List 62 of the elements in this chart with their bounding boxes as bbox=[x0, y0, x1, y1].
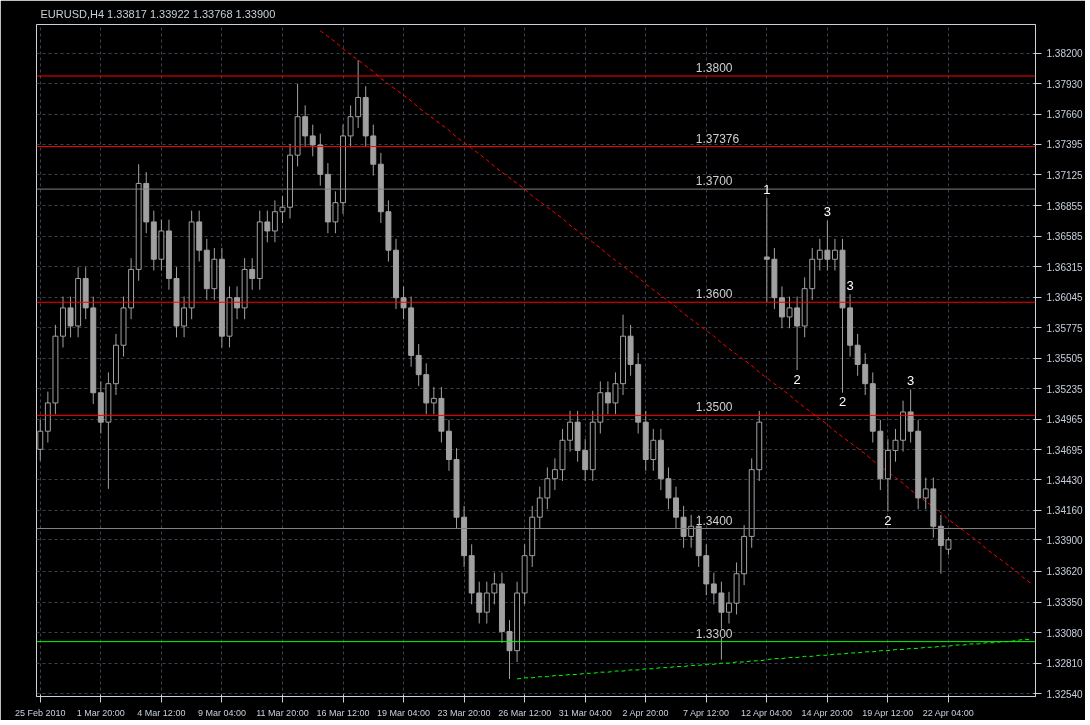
y-tick-label: 1.33620 bbox=[1046, 566, 1084, 578]
annotation: 2 bbox=[838, 394, 847, 410]
x-tick-label: 23 Mar 20:00 bbox=[437, 707, 491, 718]
y-tick-label: 1.36315 bbox=[1046, 261, 1084, 273]
candlestick bbox=[309, 124, 316, 157]
y-tick-label: 1.37125 bbox=[1046, 169, 1084, 181]
x-tick-label: 11 Mar 20:00 bbox=[256, 707, 309, 718]
x-tick-label: 1 Mar 20:00 bbox=[76, 707, 125, 718]
x-tick-label: 9 Mar 04:00 bbox=[197, 707, 246, 718]
y-tick-label: 1.35775 bbox=[1046, 322, 1084, 334]
chart-title: EURUSD,H4 1.33817 1.33922 1.33768 1.33900 bbox=[40, 7, 276, 20]
ref-line-label: 1.3400 bbox=[695, 513, 733, 528]
x-tick-label: 2 Apr 20:00 bbox=[622, 707, 669, 718]
y-tick-label: 1.37930 bbox=[1046, 78, 1084, 90]
candlestick bbox=[483, 581, 490, 625]
ref-line-label: 1.3500 bbox=[695, 400, 733, 415]
candlestick bbox=[710, 572, 717, 605]
candlestick bbox=[907, 388, 914, 444]
y-tick-label: 1.36855 bbox=[1046, 200, 1084, 212]
ref-line-label: 1.3800 bbox=[695, 60, 733, 75]
y-tick-label: 1.33080 bbox=[1046, 627, 1084, 639]
ref-line-label: 1.37376 bbox=[695, 131, 740, 146]
candlestick bbox=[476, 581, 483, 625]
y-tick-label: 1.33350 bbox=[1046, 597, 1084, 609]
x-tick-label: 4 Mar 12:00 bbox=[137, 707, 186, 718]
y-tick-label: 1.32810 bbox=[1046, 658, 1084, 670]
annotation: 3 bbox=[846, 277, 854, 293]
annotation: 1 bbox=[763, 181, 771, 197]
y-tick-label: 1.33900 bbox=[1046, 534, 1084, 546]
y-tick-label: 1.34695 bbox=[1046, 444, 1084, 456]
y-tick-label: 1.37660 bbox=[1046, 109, 1084, 121]
y-tick-label: 1.34160 bbox=[1046, 505, 1084, 517]
y-tick-label: 1.32540 bbox=[1046, 688, 1084, 700]
x-tick-label: 7 Apr 12:00 bbox=[683, 707, 730, 718]
x-tick-label: 14 Apr 20:00 bbox=[801, 707, 853, 718]
candlestick bbox=[544, 466, 551, 510]
candlestick bbox=[536, 486, 543, 529]
candlestick bbox=[491, 572, 498, 605]
annotation: 3 bbox=[823, 204, 831, 220]
y-tick-label: 1.35235 bbox=[1046, 383, 1084, 395]
ref-line-label: 1.3300 bbox=[695, 626, 733, 641]
x-tick-label: 19 Mar 04:00 bbox=[377, 707, 431, 718]
x-tick-label: 25 Feb 2010 bbox=[15, 707, 66, 718]
y-tick-label: 1.35505 bbox=[1046, 353, 1084, 365]
y-tick-label: 1.34430 bbox=[1046, 474, 1084, 486]
y-tick-label: 1.36585 bbox=[1046, 231, 1084, 243]
y-tick-label: 1.37395 bbox=[1046, 139, 1084, 151]
y-tick-label: 1.36045 bbox=[1046, 292, 1084, 304]
x-tick-label: 16 Mar 12:00 bbox=[316, 707, 370, 718]
annotation: 2 bbox=[793, 371, 801, 387]
x-tick-label: 22 Apr 04:00 bbox=[922, 707, 974, 718]
x-tick-label: 31 Mar 04:00 bbox=[558, 707, 612, 718]
ref-line-label: 1.3700 bbox=[695, 174, 733, 189]
x-tick-label: 19 Apr 12:00 bbox=[862, 707, 914, 718]
candlestick bbox=[355, 59, 362, 129]
annotation: 2 bbox=[884, 513, 892, 529]
x-tick-label: 12 Apr 04:00 bbox=[741, 707, 793, 718]
annotation: 3 bbox=[907, 372, 915, 388]
y-tick-label: 1.38200 bbox=[1046, 48, 1084, 60]
x-tick-label: 26 Mar 12:00 bbox=[498, 707, 552, 718]
ref-line-label: 1.3600 bbox=[695, 287, 733, 302]
y-tick-label: 1.34965 bbox=[1046, 414, 1084, 426]
